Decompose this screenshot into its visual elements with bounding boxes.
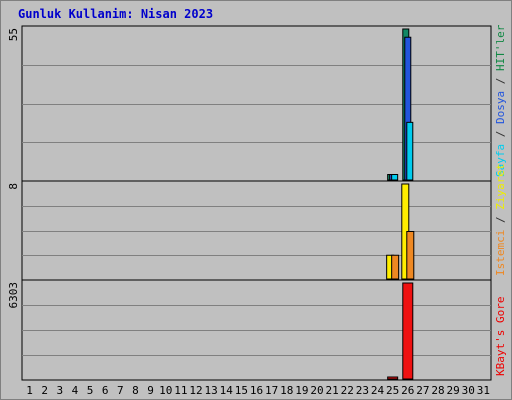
bar-istemci-day-25	[391, 254, 400, 280]
day-label-31: 31	[477, 384, 490, 397]
day-label-19: 19	[295, 384, 308, 397]
day-label-29: 29	[447, 384, 460, 397]
bar-sayfa-day-26	[406, 121, 414, 181]
legend-middle: Istemci / Ziyaret	[494, 163, 507, 276]
bar-kbayt-s-gore-day-25	[387, 376, 399, 380]
day-label-10: 10	[159, 384, 172, 397]
day-label-9: 9	[147, 384, 154, 397]
panel-top	[21, 25, 492, 182]
day-label-16: 16	[250, 384, 263, 397]
day-label-5: 5	[87, 384, 94, 397]
day-label-3: 3	[57, 384, 64, 397]
max-label-middle: 8	[7, 183, 20, 190]
day-label-23: 23	[356, 384, 369, 397]
day-label-1: 1	[26, 384, 33, 397]
legend-bottom: KBayt's Gore	[494, 297, 507, 376]
day-label-7: 7	[117, 384, 124, 397]
day-label-26: 26	[401, 384, 414, 397]
bar-kbayt-s-gore-day-26	[402, 282, 414, 380]
day-label-2: 2	[41, 384, 48, 397]
day-label-28: 28	[431, 384, 444, 397]
legend-entry: HIT'ler	[494, 24, 507, 71]
day-label-25: 25	[386, 384, 399, 397]
chart-title: Gunluk Kullanim: Nisan 2023	[18, 7, 214, 21]
day-label-20: 20	[310, 384, 323, 397]
day-label-11: 11	[174, 384, 187, 397]
day-label-24: 24	[371, 384, 385, 397]
day-label-4: 4	[72, 384, 79, 397]
max-label-top: 55	[7, 28, 20, 41]
day-label-30: 30	[462, 384, 475, 397]
max-label-bottom: 6303	[7, 282, 20, 309]
bar-istemci-day-26	[406, 231, 415, 280]
legend-entry: Sayfa	[494, 144, 507, 177]
legend-top: Sayfa / Dosya / HIT'ler	[494, 24, 507, 177]
legend-entry: /	[494, 71, 507, 91]
day-label-14: 14	[220, 384, 234, 397]
bar-sayfa-day-25	[391, 174, 399, 181]
day-label-27: 27	[416, 384, 429, 397]
legend-entry: Ziyaret	[494, 163, 507, 209]
panel-middle	[21, 180, 492, 281]
day-label-13: 13	[204, 384, 217, 397]
legend-entry: /	[494, 210, 507, 230]
legend-entry: /	[494, 124, 507, 144]
legend-entry: Dosya	[494, 91, 507, 124]
day-label-18: 18	[280, 384, 293, 397]
day-label-12: 12	[189, 384, 202, 397]
day-label-21: 21	[326, 384, 339, 397]
day-label-8: 8	[132, 384, 139, 397]
day-label-17: 17	[265, 384, 278, 397]
legend-entry: Istemci	[494, 230, 507, 276]
day-label-6: 6	[102, 384, 109, 397]
day-label-15: 15	[235, 384, 248, 397]
day-label-22: 22	[341, 384, 354, 397]
legend-entry: KBayt's Gore	[494, 297, 507, 376]
